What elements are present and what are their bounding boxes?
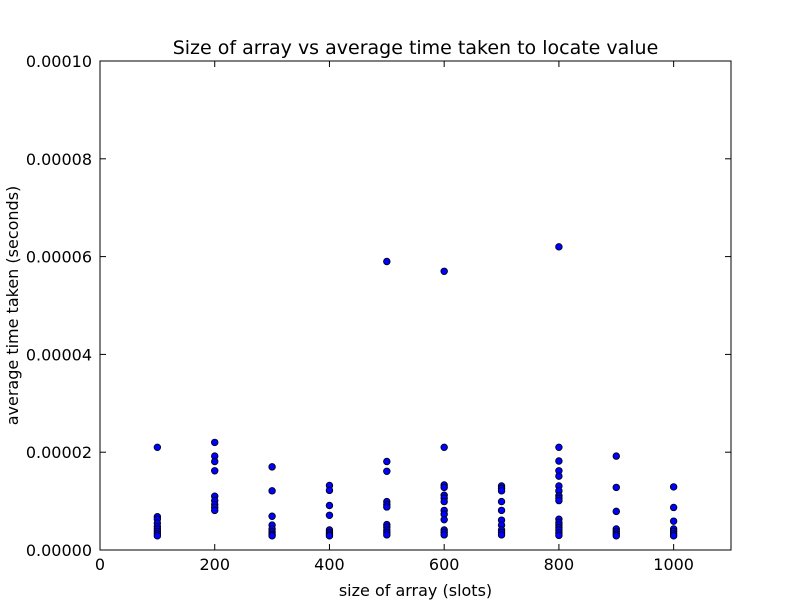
y-tick-label: 0.00002 [26, 443, 92, 462]
scatter-point [440, 267, 448, 275]
x-tick-label: 800 [544, 555, 575, 574]
scatter-point [555, 496, 563, 505]
scatter-point [268, 512, 276, 520]
plot-area [100, 61, 731, 550]
scatter-point [555, 472, 563, 480]
scatter-point [555, 243, 563, 251]
scatter-point [383, 457, 391, 466]
scatter-point [383, 467, 391, 475]
scatter-point [325, 532, 334, 540]
scatter-point [268, 532, 276, 540]
scatter-point [211, 467, 219, 475]
scatter-point [555, 443, 563, 452]
x-tick-label: 400 [314, 555, 345, 574]
y-tick-label: 0.00010 [26, 52, 92, 71]
scatter-point [440, 515, 448, 524]
y-tick-label: 0.00000 [26, 541, 92, 560]
scatter-point [612, 452, 620, 460]
scatter-point [440, 497, 448, 506]
scatter-point [325, 501, 334, 510]
scatter-point [440, 443, 448, 452]
scatter-point [497, 531, 506, 539]
scatter-point [497, 506, 506, 515]
scatter-point [612, 532, 620, 540]
scatter-point [497, 487, 506, 495]
scatter-point [211, 506, 219, 515]
scatter-point [440, 483, 448, 492]
scatter-point [383, 531, 391, 539]
x-tick-label: 1000 [653, 555, 694, 574]
scatter-point [153, 532, 162, 540]
scatter-point [555, 531, 563, 540]
plot-frame [99, 60, 732, 551]
y-axis-label: average time taken (seconds) [3, 186, 22, 426]
y-tick-label: 0.00008 [26, 150, 92, 169]
scatter-points [153, 243, 678, 540]
scatter-point [669, 483, 678, 491]
x-tick-label: 600 [429, 555, 460, 574]
x-axis-label: size of array (slots) [339, 581, 492, 600]
chart-title: Size of array vs average time taken to l… [173, 37, 659, 59]
scatter-point [497, 497, 506, 506]
scatter-point [211, 457, 219, 466]
y-tick-label: 0.00004 [26, 345, 92, 364]
scatter-point [440, 531, 448, 539]
scatter-point [325, 511, 334, 519]
scatter-point [383, 503, 391, 511]
y-axis-ticks: 0.00000 0.00002 0.00004 0.00006 0.00008 0.000… [26, 52, 731, 560]
scatter-point [612, 483, 620, 492]
scatter-point [555, 457, 563, 465]
x-tick-label: 0 [95, 555, 105, 574]
scatter-point [669, 517, 678, 525]
scatter-point [268, 487, 276, 495]
x-axis-ticks: 0 200 400 600 800 1000 [95, 61, 694, 574]
scatter-point [268, 463, 276, 471]
scatter-point [612, 507, 620, 516]
scatter-point [153, 443, 162, 452]
scatter-point [211, 438, 219, 447]
scatter-point [669, 503, 678, 512]
y-tick-label: 0.00006 [26, 248, 92, 267]
scatter-point [325, 486, 334, 495]
x-tick-label: 200 [199, 555, 230, 574]
scatter-point [383, 257, 391, 266]
scatter-point [669, 532, 678, 540]
